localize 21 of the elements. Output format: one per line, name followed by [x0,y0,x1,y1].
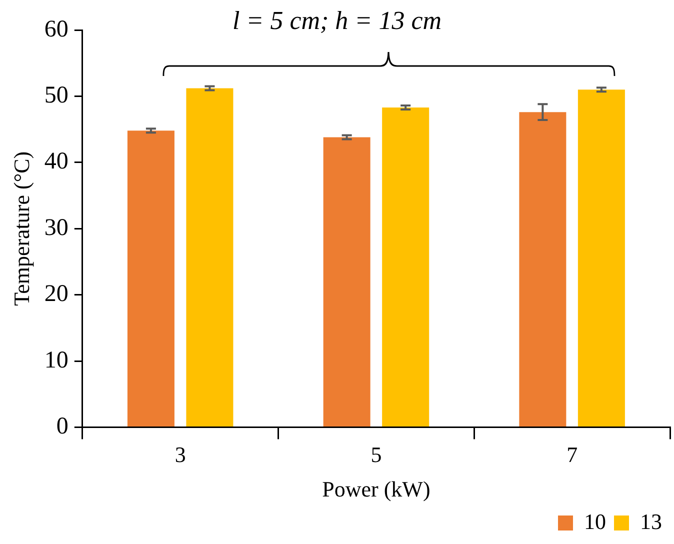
bar [127,130,174,426]
x-tick-label: 3 [174,442,186,468]
x-tick-label: 5 [370,442,382,468]
y-axis-title: Temperature (°C) [8,151,34,306]
bar [323,137,370,426]
x-axis-title: Power (kW) [322,476,430,502]
bar [519,112,566,426]
y-tick-label: 50 [44,82,68,108]
bar [186,88,234,426]
legend-label: 10 [584,508,606,534]
y-tick-label: 40 [44,148,68,175]
chart-title: l = 5 cm; h = 13 cm [232,6,442,35]
bar [578,90,625,426]
legend-label: 13 [640,508,662,534]
bar [382,107,430,426]
y-tick-label: 30 [44,214,68,241]
y-tick-label: 20 [44,281,68,308]
y-tick-label: 0 [56,413,68,440]
y-tick-label: 10 [44,347,68,374]
y-tick-label: 60 [44,16,68,42]
x-tick-label: 7 [566,442,578,468]
